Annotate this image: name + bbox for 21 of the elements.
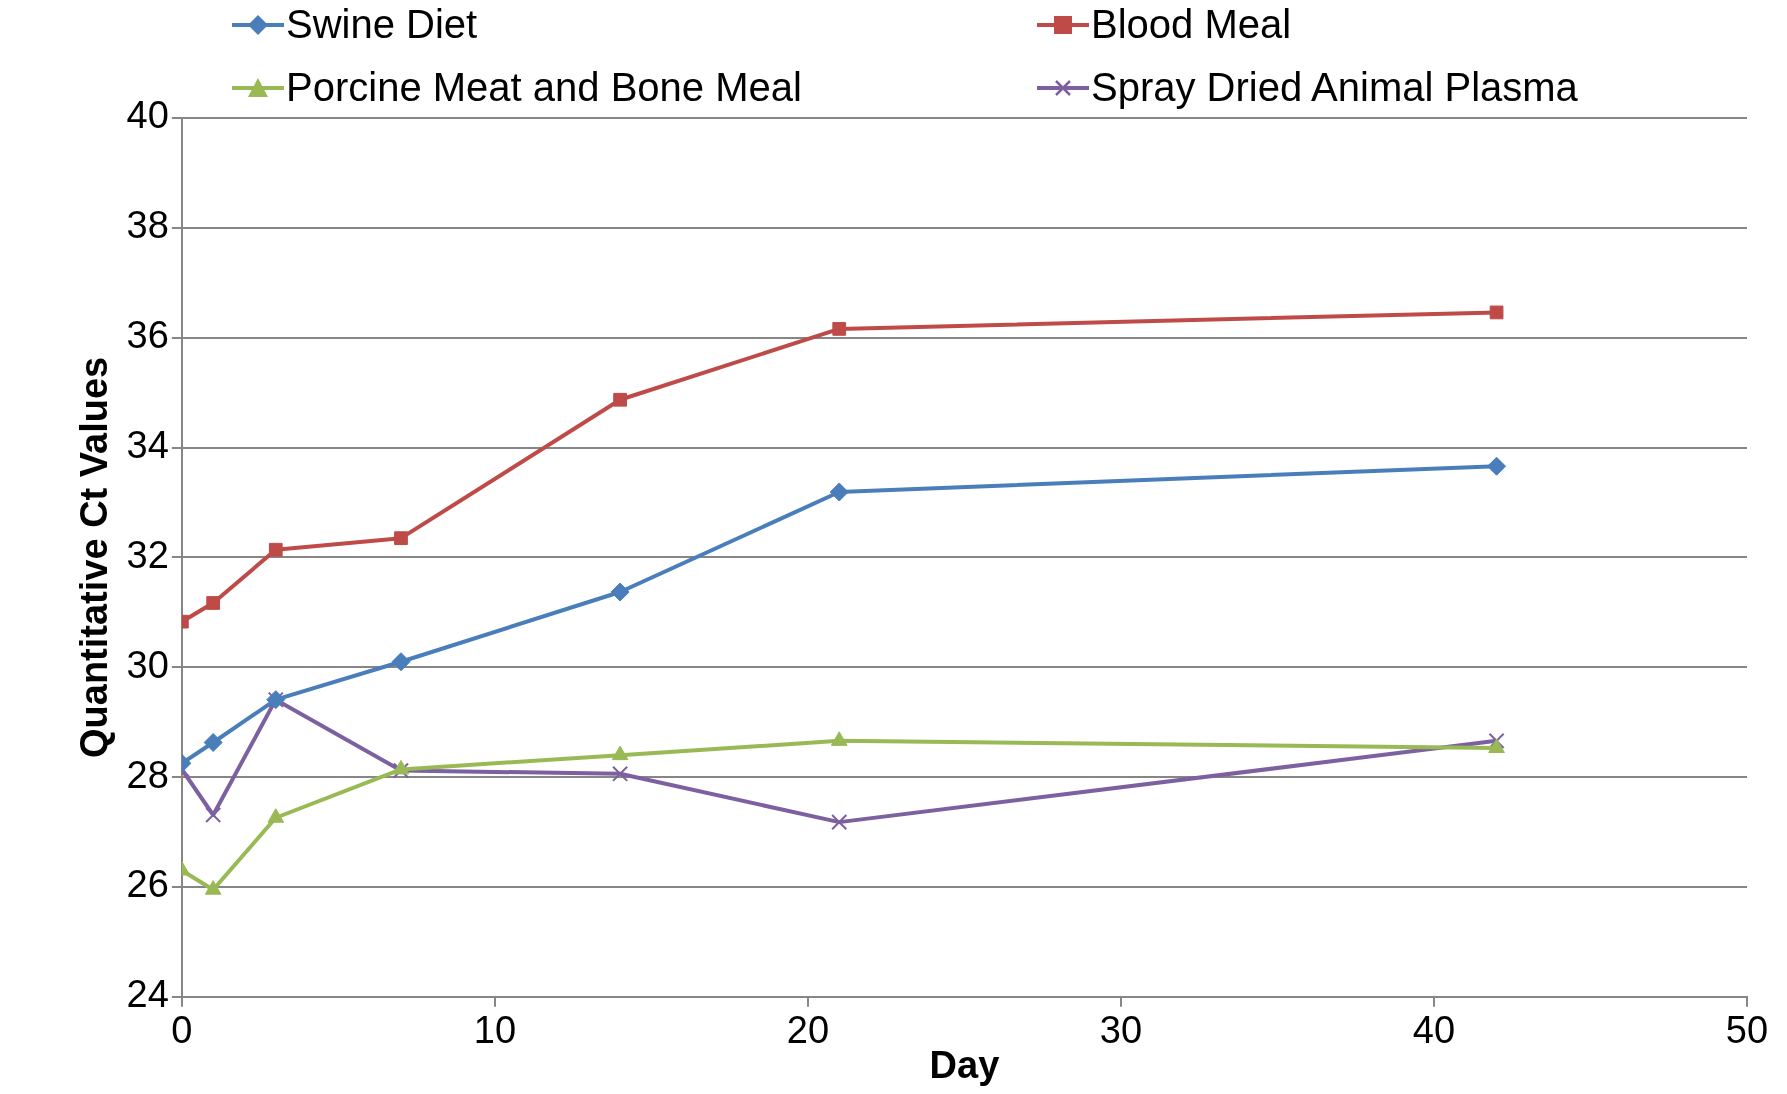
- y-tick-label: 38: [126, 204, 169, 247]
- y-tick-label: 36: [126, 314, 169, 357]
- x-axis-title: Day: [929, 1043, 1000, 1086]
- x-tick-label: 30: [1099, 1009, 1143, 1052]
- legend-label: Swine Diet: [286, 2, 478, 47]
- y-tick-label: 30: [126, 643, 169, 686]
- y-tick-label: 24: [126, 973, 169, 1016]
- legend-label: Porcine Meat and Bone Meal: [286, 65, 802, 110]
- x-tick-label: 0: [171, 1009, 193, 1052]
- y-tick-label: 40: [126, 94, 169, 137]
- y-tick-label: 26: [126, 863, 169, 906]
- y-tick-label: 28: [126, 753, 169, 796]
- y-axis-title: Quantitative Ct Values: [73, 356, 116, 759]
- y-tick-label: 34: [126, 424, 169, 467]
- y-tick-label: 32: [126, 533, 169, 576]
- x-tick-label: 20: [786, 1009, 830, 1052]
- x-tick-label: 50: [1725, 1009, 1769, 1052]
- legend-label: Blood Meal: [1091, 2, 1292, 47]
- x-tick-label: 10: [473, 1009, 517, 1052]
- x-tick-label: 40: [1412, 1009, 1456, 1052]
- legend-label: Spray Dried Animal Plasma: [1091, 65, 1578, 110]
